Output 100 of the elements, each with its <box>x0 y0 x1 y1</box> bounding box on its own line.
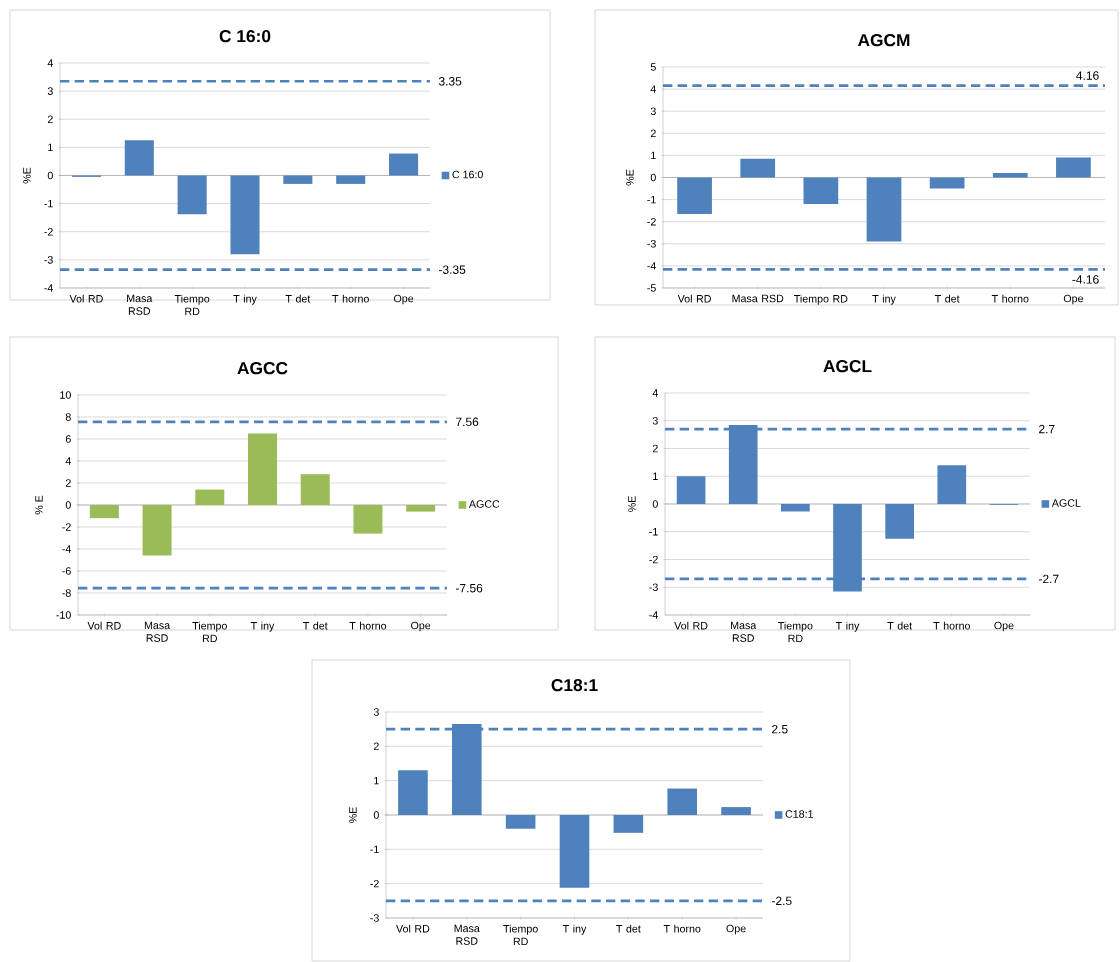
x-tick-label: Ope <box>726 924 746 935</box>
bar <box>740 158 776 178</box>
y-tick-label: -1 <box>649 528 658 536</box>
y-tick-label: -2 <box>647 217 656 226</box>
y-axis-title: % E <box>35 495 43 515</box>
x-tick-label: Vol RD <box>674 621 708 630</box>
bar <box>781 503 810 512</box>
x-tick-label: Masa RSD <box>732 294 784 303</box>
x-tick-label: Masa RSD <box>144 621 171 642</box>
bar <box>406 504 436 512</box>
chart-title: AGCL <box>823 360 872 373</box>
bar <box>142 504 172 556</box>
x-tick-label: Vol RD <box>69 294 103 303</box>
bar <box>398 770 428 815</box>
ref-line-label: 4.16 <box>1076 71 1099 80</box>
y-tick-label: -1 <box>370 845 379 853</box>
y-tick-label: 0 <box>65 501 71 509</box>
bar <box>677 177 712 214</box>
x-tick-label: T horno <box>663 924 701 933</box>
bar <box>866 177 902 242</box>
x-tick-label: Ope <box>994 621 1014 632</box>
y-tick-label: -3 <box>649 583 658 591</box>
y-tick-label: 1 <box>374 776 379 785</box>
x-tick-label: Ope <box>1063 294 1084 305</box>
x-tick-label: Tiempo RD <box>794 294 848 305</box>
ref-line-label: 2.5 <box>772 724 788 734</box>
bar <box>353 504 383 534</box>
y-tick-label: -4 <box>649 611 658 619</box>
x-tick-label: Ope <box>411 621 431 632</box>
bar <box>89 504 119 519</box>
bar <box>230 175 260 255</box>
y-tick-label: 1 <box>48 143 53 152</box>
y-tick-label: 6 <box>65 435 71 443</box>
bar <box>885 503 914 539</box>
y-tick-label: -2 <box>370 879 379 888</box>
y-tick-label: 2 <box>65 479 71 487</box>
ref-line-label: 3.35 <box>438 77 462 86</box>
bar <box>177 175 207 215</box>
bar <box>929 177 965 189</box>
y-tick-label: 5 <box>650 63 656 71</box>
bar <box>676 476 706 504</box>
legend-label: AGCC <box>468 500 500 508</box>
x-tick-label: T iny <box>835 621 860 632</box>
bar <box>1056 157 1091 178</box>
y-tick-label: -6 <box>62 567 71 575</box>
y-tick-label: 4 <box>47 59 53 67</box>
x-tick-label: T horno <box>933 621 971 630</box>
chart-title: AGCM <box>857 33 910 47</box>
y-tick-label: -1 <box>44 199 53 208</box>
y-tick-label: 4 <box>65 457 71 465</box>
ref-line-label: -4.16 <box>1072 275 1099 284</box>
y-tick-label: 10 <box>60 391 71 399</box>
x-tick-label: Tiempo RD <box>503 924 538 946</box>
y-tick-label: 3 <box>47 87 53 95</box>
x-tick-label: Masa RSD <box>127 294 153 315</box>
x-tick-label: Tiempo RD <box>174 294 210 316</box>
chart-title: AGCC <box>237 362 288 375</box>
bar <box>283 175 313 184</box>
x-tick-label: T det <box>616 924 641 933</box>
x-tick-label: Masa RSD <box>731 621 757 642</box>
x-tick-label: Masa RSD <box>454 924 480 945</box>
y-tick-label: 8 <box>65 413 71 421</box>
y-tick-label: 2 <box>652 444 658 453</box>
legend-label: AGCL <box>1051 499 1081 507</box>
y-tick-label: 0 <box>650 173 656 182</box>
bar <box>195 489 225 505</box>
y-tick-label: -2 <box>649 555 658 564</box>
ref-line-label: -2.7 <box>1038 574 1059 584</box>
y-tick-label: 2 <box>47 115 53 123</box>
x-tick-label: T horno <box>349 621 387 630</box>
bar <box>559 814 590 888</box>
bar <box>667 788 698 815</box>
x-tick-label: T iny <box>250 621 275 632</box>
x-tick-label: Vol RD <box>396 924 430 933</box>
x-tick-label: Ope <box>393 294 414 305</box>
bar <box>248 433 277 505</box>
y-tick-label: 1 <box>653 472 658 480</box>
y-axis-title: %E <box>628 496 636 512</box>
y-tick-label: -3 <box>647 240 656 248</box>
ref-line-label: -7.56 <box>455 583 483 593</box>
y-tick-label: 0 <box>373 811 379 819</box>
bar <box>992 173 1028 178</box>
bar <box>505 814 536 829</box>
y-tick-label: -3 <box>44 256 53 264</box>
x-tick-label: T det <box>285 294 311 303</box>
y-tick-label: 0 <box>47 171 53 180</box>
ref-line-label: -3.35 <box>438 265 466 274</box>
bar <box>721 807 751 815</box>
y-tick-label: -5 <box>647 284 656 292</box>
bar <box>336 175 366 184</box>
y-tick-label: 4 <box>650 85 656 93</box>
y-tick-label: -1 <box>647 195 656 204</box>
y-axis-title: %E <box>23 167 31 184</box>
y-tick-label: -4 <box>647 262 656 270</box>
y-tick-label: -10 <box>56 611 71 619</box>
ref-line-label: -2.5 <box>771 896 792 906</box>
ref-line-label: 7.56 <box>456 417 479 427</box>
ref-line-label: 2.7 <box>1039 424 1055 434</box>
x-tick-label: T det <box>934 294 960 303</box>
bar <box>300 474 330 505</box>
